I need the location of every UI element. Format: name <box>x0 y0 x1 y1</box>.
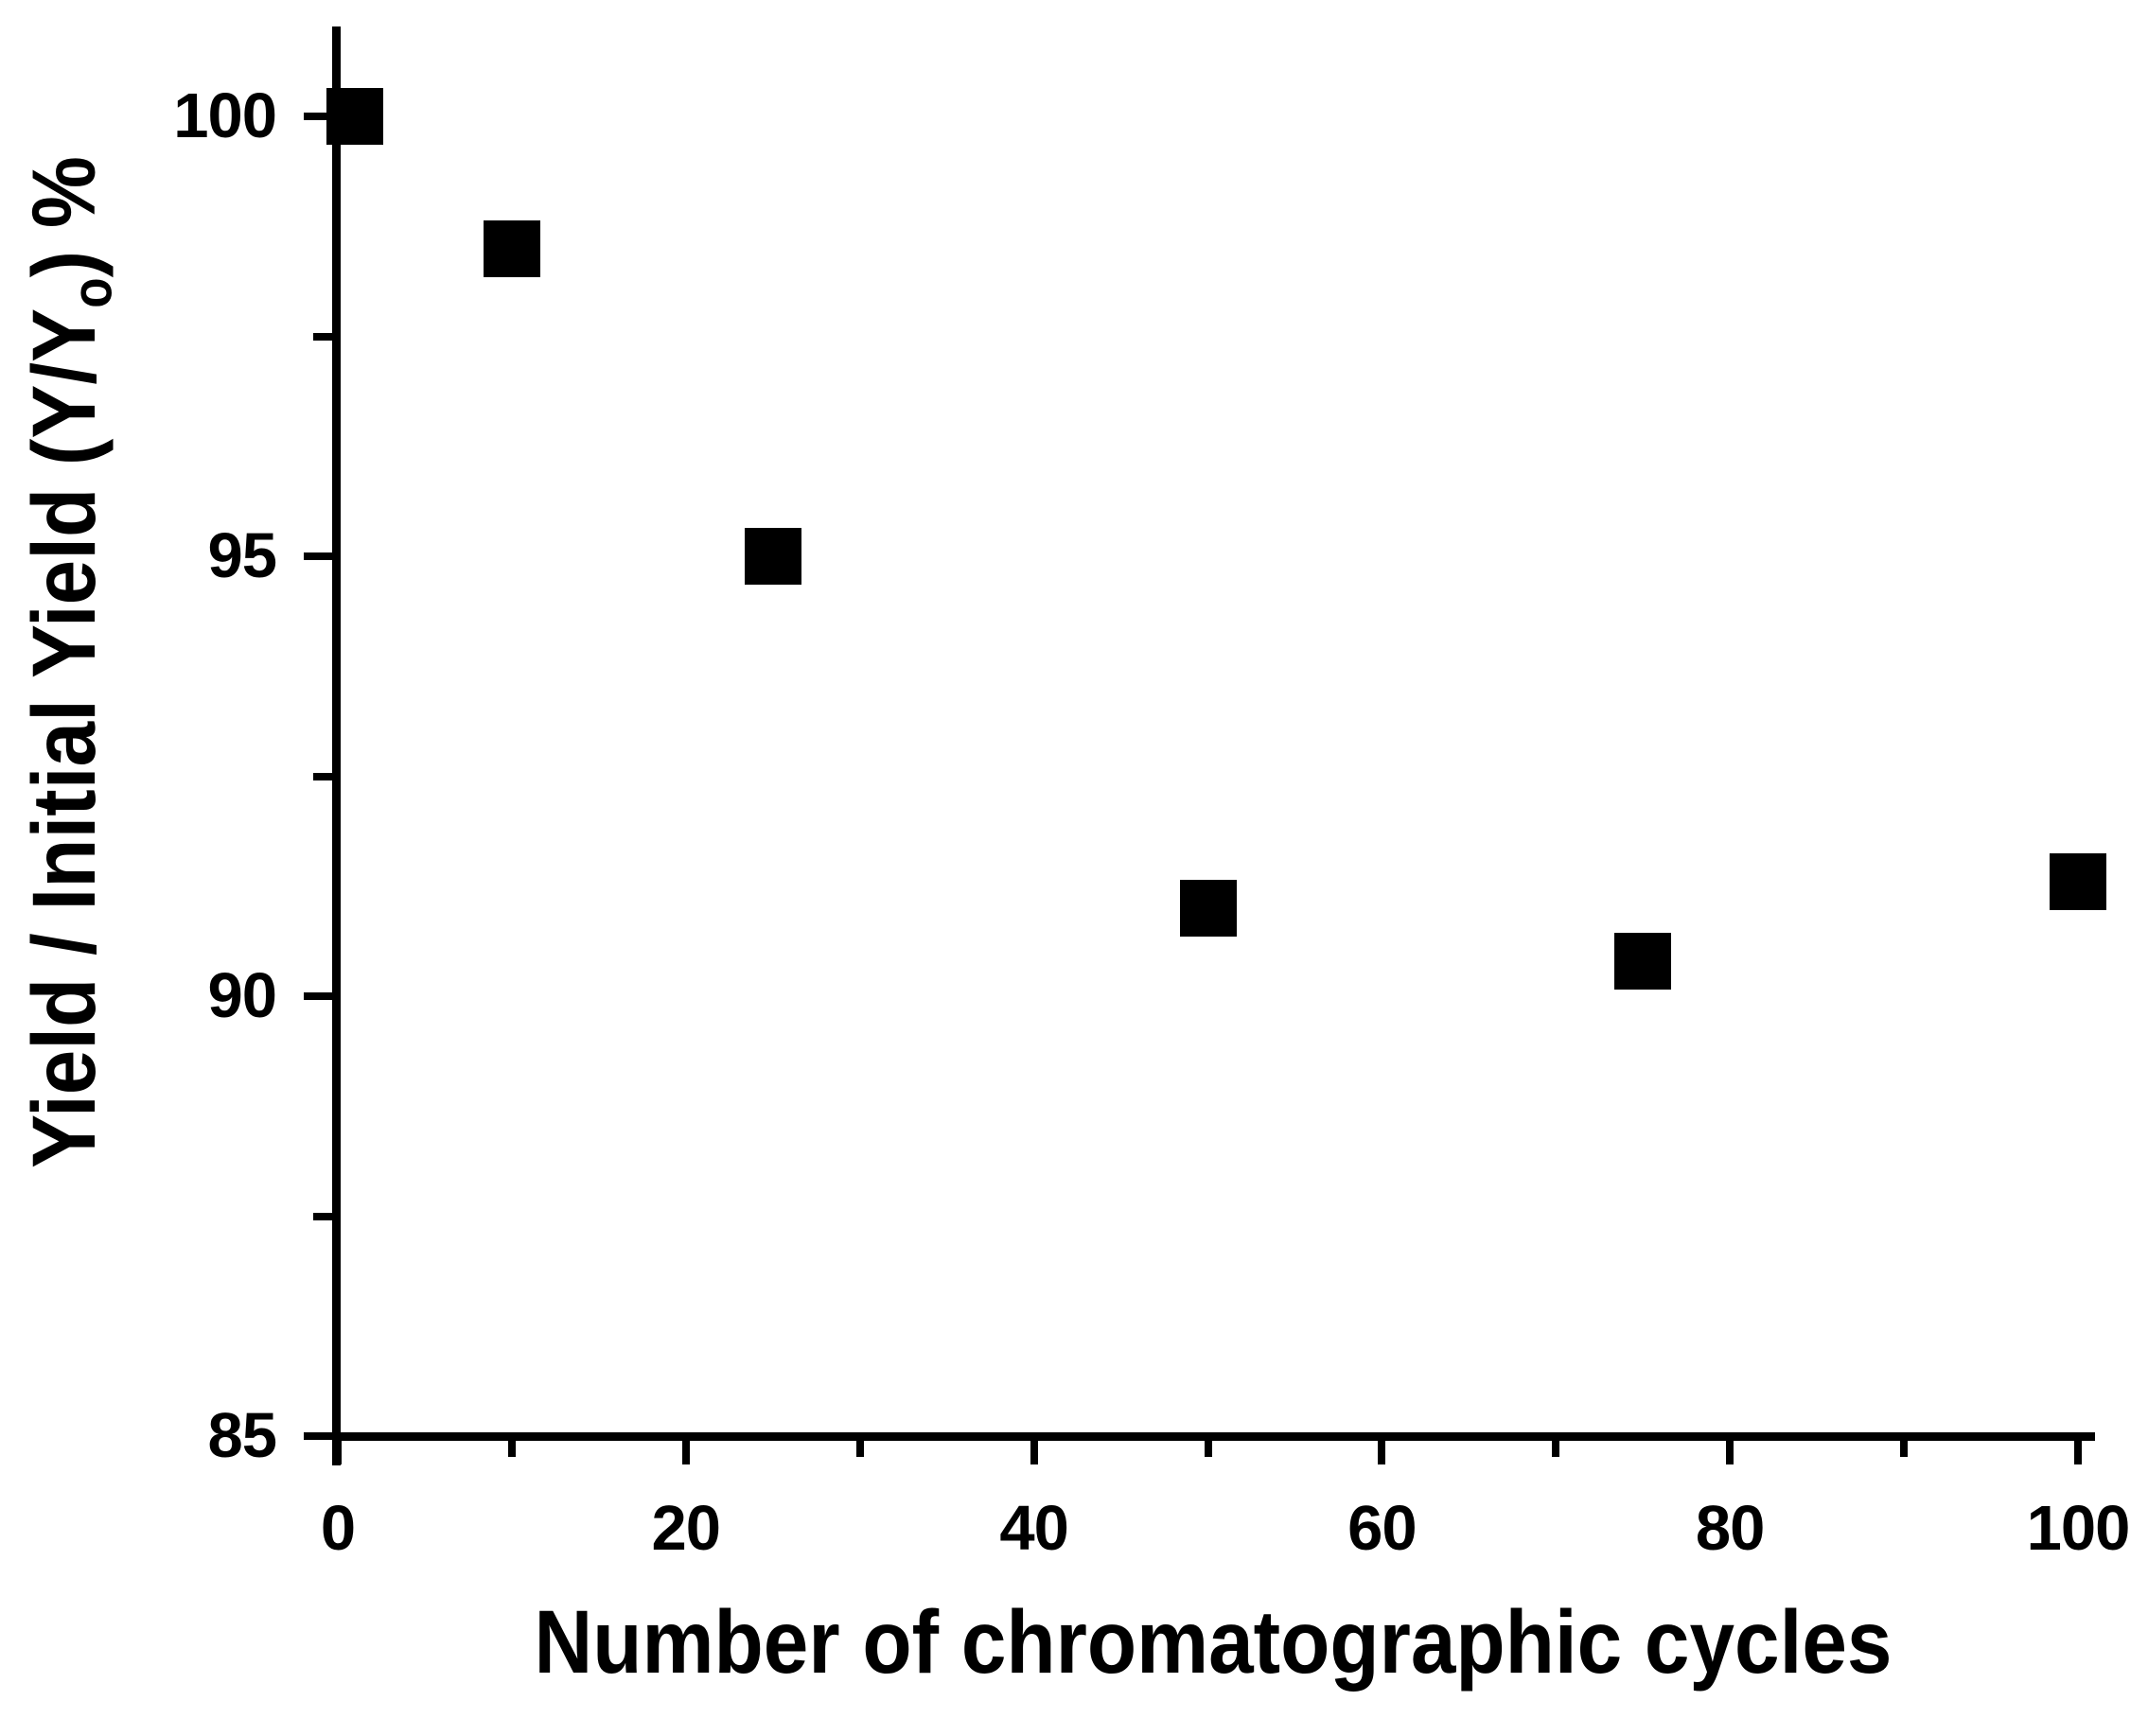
x-axis-line <box>332 1432 2095 1441</box>
y-tick-label-95: 95 <box>207 520 277 591</box>
x-tick-label-0: 0 <box>320 1493 356 1564</box>
x-tick-label-80: 80 <box>1695 1493 1766 1564</box>
y-minor-tick-97.5 <box>313 332 332 341</box>
data-point-4 <box>1179 880 1237 937</box>
x-major-tick-0 <box>334 1436 342 1464</box>
y-minor-tick-92.5 <box>313 772 332 780</box>
x-major-tick-20 <box>681 1436 690 1464</box>
y-major-tick-95 <box>304 552 332 560</box>
x-axis-title: Number of chromatographic cycles <box>534 1592 1893 1692</box>
y-axis-title-text: Yield / Initial Yield (Y/Y <box>14 307 114 1168</box>
y-axis-title-subscript: o <box>62 277 124 308</box>
y-minor-tick-87.5 <box>313 1212 332 1220</box>
y-major-tick-85 <box>304 1432 332 1440</box>
x-major-tick-100 <box>2074 1436 2082 1464</box>
x-minor-tick-50 <box>1204 1436 1212 1457</box>
x-tick-label-100: 100 <box>2026 1493 2131 1564</box>
x-minor-tick-10 <box>507 1436 516 1457</box>
data-point-3 <box>744 528 801 585</box>
x-major-tick-80 <box>1726 1436 1734 1464</box>
data-point-2 <box>483 219 540 277</box>
x-minor-tick-30 <box>855 1436 864 1457</box>
x-tick-label-60: 60 <box>1347 1493 1417 1564</box>
y-tick-label-85: 85 <box>207 1400 277 1471</box>
x-major-tick-60 <box>1378 1436 1386 1464</box>
x-minor-tick-90 <box>1900 1436 1909 1457</box>
x-tick-label-20: 20 <box>651 1493 722 1564</box>
x-major-tick-40 <box>1030 1436 1038 1464</box>
y-tick-label-100: 100 <box>173 80 277 151</box>
y-tick-label-90: 90 <box>207 960 277 1031</box>
y-axis-title: Yield / Initial Yield (Y/Yo) % <box>12 0 124 1343</box>
y-major-tick-100 <box>304 113 332 120</box>
data-point-6 <box>2050 853 2106 911</box>
x-tick-label-40: 40 <box>999 1493 1069 1564</box>
data-point-1 <box>326 88 384 145</box>
data-point-5 <box>1614 932 1672 990</box>
y-major-tick-90 <box>304 992 332 1000</box>
x-minor-tick-70 <box>1552 1436 1560 1457</box>
y-axis-line <box>332 26 341 1465</box>
y-axis-title-suffix: ) % <box>14 156 114 278</box>
